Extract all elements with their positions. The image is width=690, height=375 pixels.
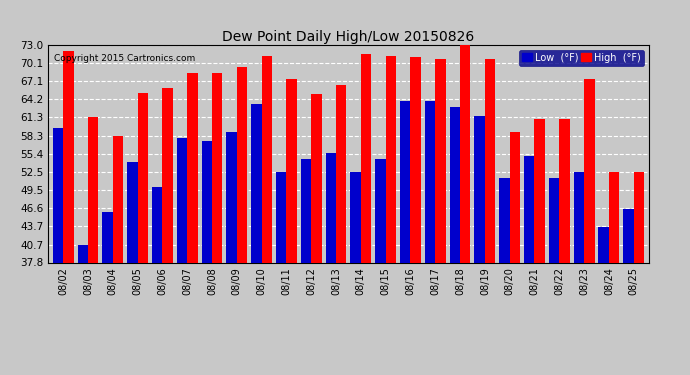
Bar [450,107,460,262]
Bar [549,178,560,262]
Bar [510,132,520,262]
Bar [435,58,446,262]
Bar [226,132,237,262]
Bar [301,159,311,262]
Bar [535,119,545,262]
Bar [212,73,222,262]
Bar [386,56,396,262]
Bar [609,172,620,262]
Bar [584,79,595,262]
Text: Copyright 2015 Cartronics.com: Copyright 2015 Cartronics.com [55,54,195,63]
Bar [112,136,124,262]
Bar [286,79,297,262]
Bar [485,58,495,262]
Bar [88,117,99,262]
Bar [311,94,322,262]
Bar [500,178,510,262]
Bar [201,141,212,262]
Bar [326,153,336,262]
Bar [162,88,172,262]
Bar [375,159,386,262]
Bar [598,227,609,262]
Bar [276,172,286,262]
Legend: Low  (°F), High  (°F): Low (°F), High (°F) [520,50,644,66]
Bar [475,116,485,262]
Bar [262,56,272,262]
Bar [177,138,187,262]
Bar [152,187,162,262]
Bar [411,57,421,262]
Bar [187,73,197,262]
Bar [361,54,371,262]
Bar [351,172,361,262]
Bar [102,212,112,262]
Title: Dew Point Daily High/Low 20150826: Dew Point Daily High/Low 20150826 [222,30,475,44]
Bar [237,67,247,262]
Bar [127,162,137,262]
Bar [560,119,570,262]
Bar [63,51,74,262]
Bar [524,156,535,262]
Bar [460,42,471,262]
Bar [400,100,411,262]
Bar [77,244,88,262]
Bar [623,209,633,262]
Bar [336,85,346,262]
Bar [251,104,262,262]
Bar [52,128,63,262]
Bar [137,93,148,262]
Bar [573,172,584,262]
Bar [633,172,644,262]
Bar [425,100,435,262]
